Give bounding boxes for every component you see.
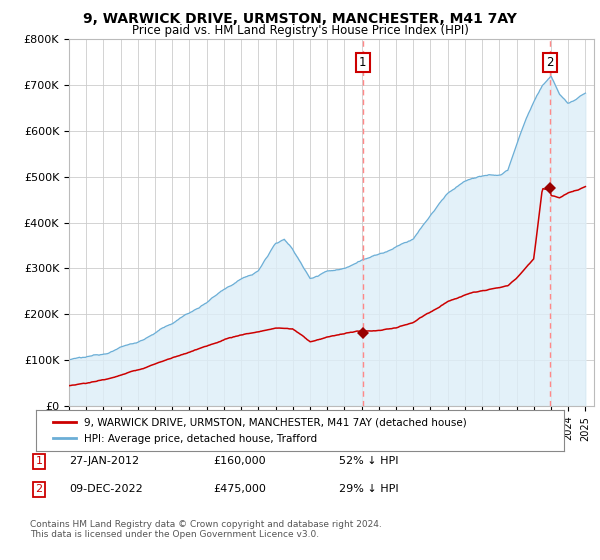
Text: 9, WARWICK DRIVE, URMSTON, MANCHESTER, M41 7AY: 9, WARWICK DRIVE, URMSTON, MANCHESTER, M… — [83, 12, 517, 26]
Text: 27-JAN-2012: 27-JAN-2012 — [69, 456, 139, 466]
Text: 1: 1 — [35, 456, 43, 466]
Text: Price paid vs. HM Land Registry's House Price Index (HPI): Price paid vs. HM Land Registry's House … — [131, 24, 469, 36]
Text: 52% ↓ HPI: 52% ↓ HPI — [339, 456, 398, 466]
Text: 29% ↓ HPI: 29% ↓ HPI — [339, 484, 398, 494]
Text: £475,000: £475,000 — [213, 484, 266, 494]
Text: £160,000: £160,000 — [213, 456, 266, 466]
Text: 09-DEC-2022: 09-DEC-2022 — [69, 484, 143, 494]
Text: Contains HM Land Registry data © Crown copyright and database right 2024.
This d: Contains HM Land Registry data © Crown c… — [30, 520, 382, 539]
Legend: 9, WARWICK DRIVE, URMSTON, MANCHESTER, M41 7AY (detached house), HPI: Average pr: 9, WARWICK DRIVE, URMSTON, MANCHESTER, M… — [46, 412, 473, 450]
Text: 2: 2 — [546, 55, 554, 69]
Text: 2: 2 — [35, 484, 43, 494]
Text: 1: 1 — [359, 55, 367, 69]
